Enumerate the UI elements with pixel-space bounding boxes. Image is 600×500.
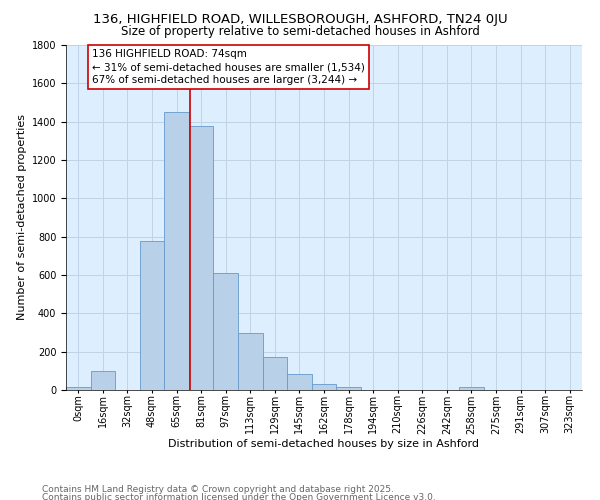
Text: 136, HIGHFIELD ROAD, WILLESBOROUGH, ASHFORD, TN24 0JU: 136, HIGHFIELD ROAD, WILLESBOROUGH, ASHF… [92, 12, 508, 26]
Bar [312, 384, 336, 390]
Y-axis label: Number of semi-detached properties: Number of semi-detached properties [17, 114, 28, 320]
Bar [336, 386, 361, 390]
Bar [459, 386, 484, 390]
Bar [189, 126, 214, 390]
Bar [164, 112, 189, 390]
Text: 136 HIGHFIELD ROAD: 74sqm
← 31% of semi-detached houses are smaller (1,534)
67% : 136 HIGHFIELD ROAD: 74sqm ← 31% of semi-… [92, 49, 365, 85]
Bar [287, 374, 312, 390]
Text: Contains HM Land Registry data © Crown copyright and database right 2025.: Contains HM Land Registry data © Crown c… [42, 485, 394, 494]
Bar [214, 273, 238, 390]
Bar [66, 387, 91, 390]
Bar [140, 242, 164, 390]
Bar [238, 332, 263, 390]
Bar [91, 371, 115, 390]
Text: Contains public sector information licensed under the Open Government Licence v3: Contains public sector information licen… [42, 493, 436, 500]
Text: Size of property relative to semi-detached houses in Ashford: Size of property relative to semi-detach… [121, 25, 479, 38]
Bar [263, 358, 287, 390]
X-axis label: Distribution of semi-detached houses by size in Ashford: Distribution of semi-detached houses by … [169, 439, 479, 449]
